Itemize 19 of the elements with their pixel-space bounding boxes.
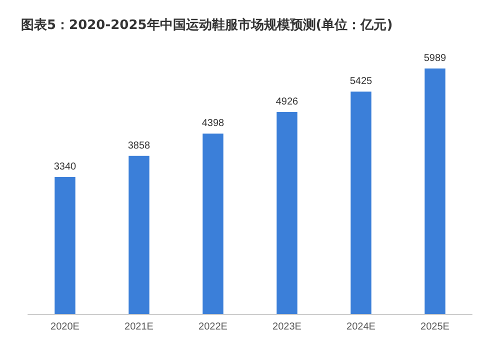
data-label: 4398 bbox=[202, 118, 225, 130]
chart-title: 图表5：2020-2025年中国运动鞋服市场规模预测(单位：亿元) bbox=[21, 17, 393, 33]
bar bbox=[350, 92, 372, 314]
bar bbox=[424, 68, 446, 314]
bar bbox=[128, 156, 150, 314]
bar bbox=[54, 177, 76, 314]
bar bbox=[276, 112, 298, 314]
data-label: 5425 bbox=[350, 76, 373, 88]
data-label: 5989 bbox=[424, 52, 447, 64]
x-tick-label: 2024E bbox=[346, 322, 376, 332]
x-tick-label: 2022E bbox=[198, 322, 228, 332]
x-tick-label: 2023E bbox=[272, 322, 302, 332]
x-tick-label: 2020E bbox=[50, 322, 80, 332]
data-label: 4926 bbox=[276, 96, 299, 108]
data-label: 3340 bbox=[54, 162, 77, 173]
x-tick-label: 2025E bbox=[420, 322, 450, 332]
x-tick-label: 2021E bbox=[124, 322, 154, 332]
bar bbox=[202, 134, 224, 314]
data-label: 3858 bbox=[128, 140, 151, 152]
